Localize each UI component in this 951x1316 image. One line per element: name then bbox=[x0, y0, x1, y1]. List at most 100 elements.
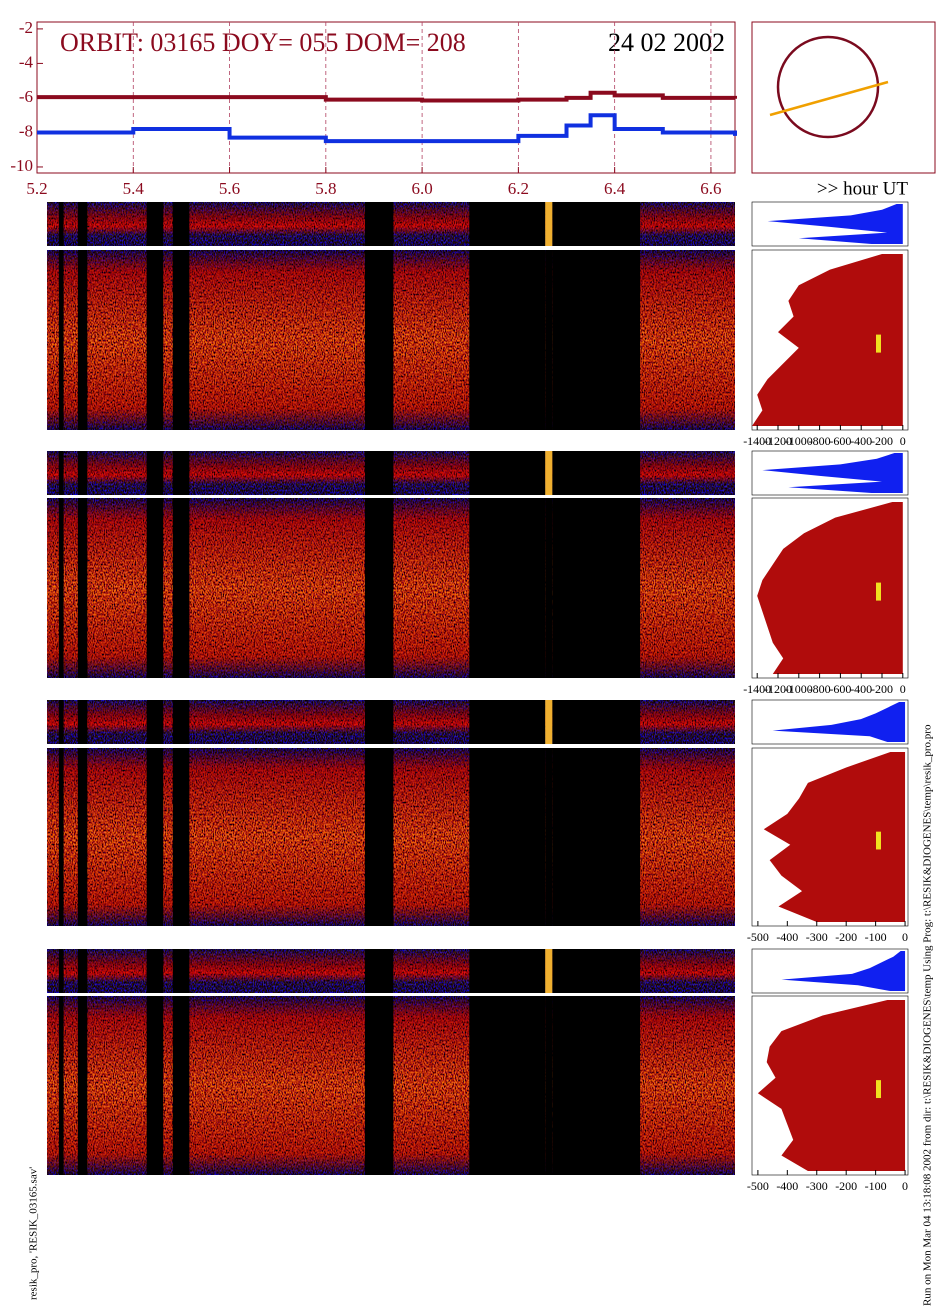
strip-frame bbox=[751, 699, 909, 745]
data-gap bbox=[146, 748, 164, 926]
histogram-area bbox=[757, 502, 903, 674]
data-gap bbox=[172, 250, 190, 430]
histogram-frame bbox=[751, 249, 909, 431]
x-tick-label: 5.4 bbox=[123, 179, 145, 198]
x-tick-label: -200 bbox=[835, 930, 857, 944]
strip-profile bbox=[762, 453, 903, 493]
x-tick-label: 6.4 bbox=[604, 179, 626, 198]
data-gap bbox=[552, 748, 641, 926]
y-tick-label: -6 bbox=[19, 87, 33, 106]
data-gap bbox=[146, 949, 164, 993]
data-gap bbox=[58, 202, 64, 246]
data-gap bbox=[58, 250, 64, 430]
data-gap bbox=[545, 748, 553, 926]
data-gap bbox=[469, 996, 546, 1175]
x-tick-label: -200 bbox=[871, 434, 893, 448]
histogram-area bbox=[752, 254, 903, 426]
orbit-circle bbox=[776, 35, 880, 139]
histogram-frame bbox=[751, 747, 909, 927]
x-tick-label: -400 bbox=[776, 1179, 798, 1193]
data-gap bbox=[469, 748, 546, 926]
x-tick-label: -200 bbox=[835, 1179, 857, 1193]
data-gap bbox=[364, 202, 394, 246]
marker bbox=[876, 334, 881, 353]
spike bbox=[545, 202, 553, 246]
data-gap bbox=[58, 996, 64, 1175]
data-gap bbox=[552, 451, 641, 495]
data-gap bbox=[172, 451, 190, 495]
data-gap bbox=[364, 498, 394, 678]
data-gap bbox=[58, 949, 64, 993]
x-tick-label: 0 bbox=[900, 682, 906, 696]
x-tick-label: -600 bbox=[829, 434, 851, 448]
data-gap bbox=[146, 250, 164, 430]
x-tick-label: -600 bbox=[829, 682, 851, 696]
data-gap bbox=[77, 949, 88, 993]
data-gap bbox=[469, 498, 546, 678]
x-tick-label: -800 bbox=[809, 682, 831, 696]
y-tick-label: -2 bbox=[19, 18, 33, 37]
marker bbox=[876, 1080, 881, 1099]
data-gap bbox=[146, 498, 164, 678]
data-gap bbox=[172, 996, 190, 1175]
footer-left: resik_pro, 'RESIK_03165.sav' bbox=[28, 1167, 40, 1300]
line-series bbox=[37, 113, 737, 144]
footer-right: Run on Mon Mar 04 13:18:08 2002 from dir… bbox=[922, 724, 934, 1306]
data-gap bbox=[469, 451, 546, 495]
x-tick-label: -1000 bbox=[785, 434, 813, 448]
x-tick-label: 6.0 bbox=[411, 179, 432, 198]
data-gap bbox=[58, 748, 64, 926]
marker bbox=[876, 582, 881, 601]
data-gap bbox=[545, 498, 553, 678]
spike bbox=[545, 451, 553, 495]
strip-frame bbox=[751, 201, 909, 247]
x-tick-label: -500 bbox=[747, 1179, 769, 1193]
data-gap bbox=[552, 202, 641, 246]
data-gap bbox=[172, 202, 190, 246]
x-axis-label: >> hour UT bbox=[817, 178, 908, 199]
x-tick-label: 5.2 bbox=[26, 179, 47, 198]
orbit-frame bbox=[751, 21, 936, 174]
x-tick-label: 0 bbox=[902, 1179, 908, 1193]
data-gap bbox=[469, 202, 546, 246]
data-gap bbox=[364, 996, 394, 1175]
data-gap bbox=[77, 250, 88, 430]
strip-profile bbox=[781, 951, 906, 991]
y-tick-label: -10 bbox=[10, 156, 33, 175]
data-gap bbox=[146, 700, 164, 744]
data-gap bbox=[77, 451, 88, 495]
line-series bbox=[37, 90, 737, 103]
x-tick-label: 0 bbox=[900, 434, 906, 448]
data-gap bbox=[146, 451, 164, 495]
data-gap bbox=[58, 700, 64, 744]
x-tick-label: -400 bbox=[850, 682, 872, 696]
spike bbox=[545, 700, 553, 744]
x-tick-label: -200 bbox=[871, 682, 893, 696]
data-gap bbox=[552, 996, 641, 1175]
x-tick-label: -1200 bbox=[764, 682, 792, 696]
data-gap bbox=[146, 996, 164, 1175]
data-gap bbox=[545, 996, 553, 1175]
date: 24 02 2002 bbox=[608, 28, 725, 57]
y-tick-label: -8 bbox=[19, 121, 33, 140]
histogram-area bbox=[757, 1000, 906, 1171]
x-tick-label: -500 bbox=[747, 930, 769, 944]
data-gap bbox=[77, 498, 88, 678]
data-gap bbox=[364, 748, 394, 926]
histogram-area bbox=[763, 752, 906, 922]
strip-frame bbox=[751, 450, 909, 496]
data-gap bbox=[58, 498, 64, 678]
strip-profile bbox=[772, 702, 906, 742]
data-gap bbox=[77, 996, 88, 1175]
data-gap bbox=[364, 700, 394, 744]
data-gap bbox=[364, 949, 394, 993]
data-gap bbox=[77, 700, 88, 744]
data-gap bbox=[552, 700, 641, 744]
x-tick-label: -1400 bbox=[743, 682, 771, 696]
data-gap bbox=[469, 949, 546, 993]
chart-title: ORBIT: 03165 DOY= 055 DOM= 208 bbox=[60, 28, 466, 57]
x-tick-label: 5.8 bbox=[315, 179, 336, 198]
x-tick-label: -300 bbox=[806, 1179, 828, 1193]
data-gap bbox=[364, 451, 394, 495]
data-gap bbox=[77, 748, 88, 926]
